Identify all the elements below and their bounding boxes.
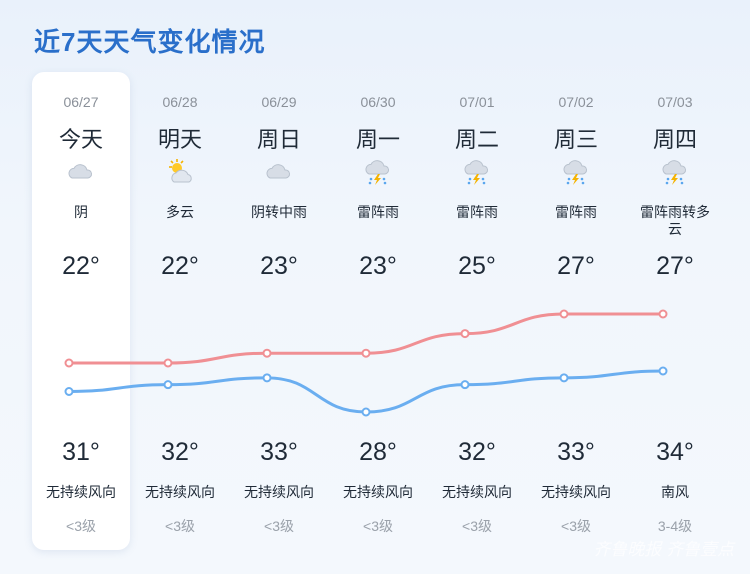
wind-level: 3-4级 <box>657 518 693 534</box>
low-temp-point <box>262 373 272 383</box>
day-name: 周四 <box>652 127 697 152</box>
high-temp-point <box>559 309 569 319</box>
high-temp-point <box>163 358 173 368</box>
low-temperature: 33° <box>557 438 595 466</box>
day-date: 07/03 <box>657 94 693 110</box>
wind-level: <3级 <box>264 518 294 534</box>
high-temp-point <box>460 329 470 339</box>
high-temp-point <box>64 358 74 368</box>
day-date: 06/28 <box>162 94 198 110</box>
weather-condition: 雷阵雨 <box>555 204 597 220</box>
thundershower-icon <box>462 158 492 186</box>
day-name: 明天 <box>157 127 202 152</box>
day-name: 周三 <box>553 127 598 152</box>
wind-level: <3级 <box>363 518 393 534</box>
high-temp-point <box>262 348 272 358</box>
high-temperature: 25° <box>458 252 496 280</box>
wind-direction: 南风 <box>661 484 689 500</box>
day-date: 07/01 <box>459 94 495 110</box>
wind-direction: 无持续风向 <box>145 484 215 500</box>
day-name: 周二 <box>454 127 499 152</box>
day-column: 07/01 周二雷阵雨 25° 32° 无持续风向 <3级 <box>428 72 526 550</box>
high-temperature: 22° <box>161 252 199 280</box>
high-temperature: 27° <box>656 252 694 280</box>
day-name: 周日 <box>256 127 301 152</box>
wind-level: <3级 <box>66 518 96 534</box>
high-temperature: 22° <box>62 252 100 280</box>
page-title: 近7天天气变化情况 <box>34 27 266 57</box>
low-temperature: 33° <box>260 438 298 466</box>
low-temp-point <box>460 380 470 390</box>
day-column: 07/03 周四雷阵雨转多云 27° 34° 南风 3-4级 <box>626 72 724 550</box>
high-temp-point <box>361 348 371 358</box>
low-temperature: 32° <box>458 438 496 466</box>
wind-level: <3级 <box>165 518 195 534</box>
day-date: 07/02 <box>558 94 594 110</box>
day-name: 周一 <box>355 127 400 152</box>
high-temp-point <box>658 309 668 319</box>
weather-condition: 雷阵雨转多云 <box>640 204 710 237</box>
day-column: 06/29 周日阴转中雨 23° 33° 无持续风向 <3级 <box>230 72 328 550</box>
low-temp-point <box>361 407 371 417</box>
low-temperature: 32° <box>161 438 199 466</box>
low-temperature: 31° <box>62 438 100 466</box>
today-highlight-card <box>32 72 130 550</box>
day-column: 06/28 明天多云 22° 32° 无持续风向 <3级 <box>131 72 229 550</box>
day-date: 06/29 <box>261 94 297 110</box>
wind-direction: 无持续风向 <box>541 484 611 500</box>
low-temp-point <box>658 366 668 376</box>
thundershower-icon <box>561 158 591 186</box>
low-temp-point <box>559 373 569 383</box>
wind-level: <3级 <box>462 518 492 534</box>
weather-condition: 阴 <box>74 204 88 220</box>
high-temperature: 23° <box>359 252 397 280</box>
low-temperature: 34° <box>656 438 694 466</box>
day-date: 06/27 <box>63 94 99 110</box>
overcast-icon <box>66 158 96 186</box>
weather-condition: 阴转中雨 <box>251 204 307 220</box>
day-column: 06/30 周一雷阵雨 23° 28° 无持续风向 <3级 <box>329 72 427 550</box>
wind-direction: 无持续风向 <box>442 484 512 500</box>
low-temp-point <box>64 387 74 396</box>
thundershower-icon <box>363 158 393 186</box>
partly-cloudy-icon <box>165 158 195 186</box>
weather-condition: 多云 <box>166 204 194 220</box>
overcast-icon <box>264 158 294 186</box>
wind-direction: 无持续风向 <box>343 484 413 500</box>
day-column: 06/27 今天阴 22° 31° 无持续风向 <3级 <box>32 72 130 550</box>
high-temperature: 23° <box>260 252 298 280</box>
high-temperature: 27° <box>557 252 595 280</box>
low-temp-point <box>163 380 173 390</box>
weather-condition: 雷阵雨 <box>357 204 399 220</box>
weather-condition: 雷阵雨 <box>456 204 498 220</box>
day-name: 今天 <box>58 127 103 152</box>
watermark: 齐鲁晚报 齐鲁壹点 <box>593 540 734 559</box>
day-column: 07/02 周三雷阵雨 27° 33° 无持续风向 <3级 <box>527 72 625 550</box>
wind-direction: 无持续风向 <box>46 484 116 500</box>
thundershower-icon <box>660 158 690 186</box>
low-temperature: 28° <box>359 438 397 466</box>
day-date: 06/30 <box>360 94 396 110</box>
wind-level: <3级 <box>561 518 591 534</box>
wind-direction: 无持续风向 <box>244 484 314 500</box>
